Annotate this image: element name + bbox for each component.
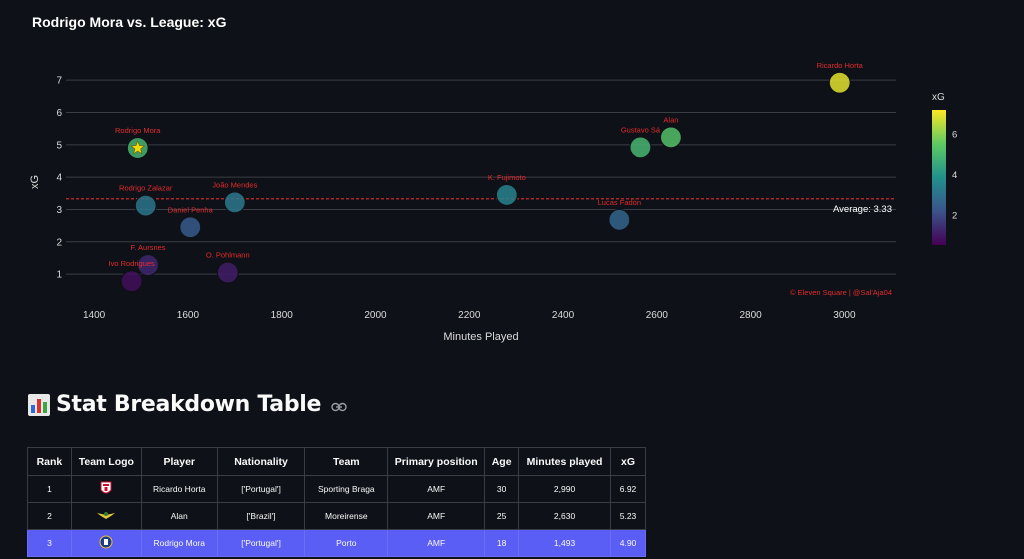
section-heading: Stat Breakdown Table <box>28 392 347 417</box>
cell-nationality: ['Brazil'] <box>216 502 306 530</box>
cell-rank: 3 <box>27 529 72 557</box>
y-tick-label: 7 <box>56 76 62 87</box>
x-tick-label: 1800 <box>271 310 294 321</box>
porto-logo-icon <box>99 535 113 549</box>
braga-logo-icon <box>100 481 112 496</box>
link-icon[interactable] <box>331 402 347 412</box>
stat-table: Rank Team Logo Player Nationality Team P… <box>27 447 646 557</box>
header-primary-position[interactable]: Primary position <box>387 447 486 476</box>
header-age[interactable]: Age <box>484 447 520 476</box>
y-tick-label: 1 <box>56 270 62 281</box>
data-point <box>629 136 652 159</box>
x-tick-label: 3000 <box>833 310 856 321</box>
x-tick-label: 2800 <box>740 310 763 321</box>
data-point <box>136 253 160 277</box>
cell-team: Sporting Braga <box>304 475 389 503</box>
y-tick-label: 2 <box>56 237 62 248</box>
point-label: Rodrigo Zalazar <box>119 184 173 193</box>
chart-title: Rodrigo Mora vs. League: xG <box>32 14 227 30</box>
cell-nationality: ['Portugal'] <box>216 475 306 503</box>
colorbar <box>932 110 946 245</box>
cell-minutes: 2,630 <box>518 502 612 530</box>
header-team[interactable]: Team <box>304 447 389 476</box>
header-xg[interactable]: xG <box>610 447 646 476</box>
cell-rank: 2 <box>27 502 72 530</box>
highlight-star-icon <box>130 140 146 155</box>
data-point <box>608 208 631 231</box>
header-player[interactable]: Player <box>140 447 218 476</box>
cell-age: 30 <box>484 475 520 503</box>
cell-age: 25 <box>484 502 520 530</box>
colorbar-tick-label: 2 <box>952 210 957 221</box>
data-point <box>828 71 851 94</box>
moreirense-logo-icon <box>97 510 116 520</box>
x-tick-label: 2400 <box>552 310 575 321</box>
x-tick-label: 2600 <box>646 310 669 321</box>
watermark: © Eleven Square | @Sal'Aja04 <box>790 288 892 297</box>
point-label: Lucas Fadón <box>598 198 641 207</box>
cell-nationality: ['Portugal'] <box>216 529 306 557</box>
section-title: Stat Breakdown Table <box>56 392 322 417</box>
x-tick-label: 2200 <box>458 310 481 321</box>
point-label: Gustavo Sá <box>621 125 661 134</box>
cell-position: AMF <box>387 475 486 503</box>
cell-position: AMF <box>387 502 486 530</box>
y-tick-label: 6 <box>56 108 62 119</box>
cell-xg: 5.23 <box>610 502 646 530</box>
data-point <box>179 216 202 239</box>
colorbar-title: xG <box>932 92 945 103</box>
data-point <box>659 126 683 149</box>
data-point <box>495 183 518 207</box>
bar-chart-icon <box>28 393 50 416</box>
cell-team: Moreirense <box>304 502 389 530</box>
scatter-chart: 1 2 3 4 5 6 7 1400 1600 1800 2000 2200 2400 2600 2800 3… <box>29 61 957 343</box>
header-minutes-played[interactable]: Minutes played <box>518 447 612 476</box>
x-tick-label: 1600 <box>177 310 200 321</box>
colorbar-tick-label: 6 <box>952 130 957 141</box>
data-point <box>120 270 143 293</box>
header-nationality[interactable]: Nationality <box>216 447 306 476</box>
point-label: Rodrigo Mora <box>115 126 161 135</box>
cell-minutes: 1,493 <box>518 529 612 557</box>
x-tick-label: 1400 <box>83 310 106 321</box>
cell-minutes: 2,990 <box>518 475 612 503</box>
table-row[interactable]: 1 Ricardo Horta ['Portugal'] Sporting Br… <box>27 475 646 503</box>
cell-player: Ricardo Horta <box>140 475 218 503</box>
table-row[interactable]: 2 Alan ['Brazil'] Moreirense AMF 25 2,63… <box>27 502 646 530</box>
data-point <box>223 191 246 214</box>
cell-position: AMF <box>387 529 486 557</box>
x-tick-label: 2000 <box>364 310 387 321</box>
table-header-row: Rank Team Logo Player Nationality Team P… <box>27 447 646 476</box>
y-tick-label: 4 <box>56 173 62 184</box>
point-label: Daniel Penha <box>168 205 214 214</box>
data-point <box>216 261 239 284</box>
point-label: Ivo Rodrigues <box>109 259 156 268</box>
point-label: K. Fujimoto <box>488 173 526 182</box>
average-label: Average: 3.33 <box>833 204 892 215</box>
cell-age: 18 <box>484 529 520 557</box>
header-rank[interactable]: Rank <box>27 447 72 476</box>
cell-xg: 6.92 <box>610 475 646 503</box>
y-tick-label: 5 <box>56 140 62 151</box>
colorbar-tick-label: 4 <box>952 170 957 181</box>
header-team-logo[interactable]: Team Logo <box>70 447 142 476</box>
cell-rank: 1 <box>27 475 72 503</box>
y-axis-label: xG <box>29 175 41 189</box>
point-label: Ricardo Horta <box>817 61 864 70</box>
point-label: João Mendes <box>212 180 257 189</box>
table-row-selected[interactable]: 3 Rodrigo Mora ['Portugal'] Porto AMF 18… <box>27 529 646 557</box>
point-label: F. Aursnes <box>131 243 166 252</box>
cell-player: Rodrigo Mora <box>140 529 218 557</box>
cell-team: Porto <box>304 529 389 557</box>
cell-xg: 4.90 <box>610 529 646 557</box>
x-axis-label: Minutes Played <box>443 331 518 343</box>
data-point <box>134 194 157 217</box>
y-tick-label: 3 <box>56 205 62 216</box>
point-label: O. Pohlmann <box>206 251 250 260</box>
point-label: Alan <box>663 115 678 124</box>
cell-player: Alan <box>140 502 218 530</box>
